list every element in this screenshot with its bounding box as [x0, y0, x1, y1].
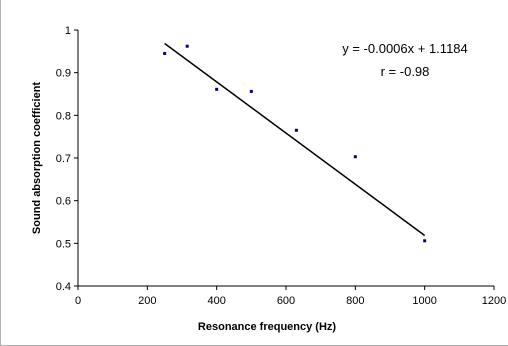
- x-tick-label: 1200: [482, 295, 506, 307]
- y-tick-label: 0.7: [56, 153, 71, 165]
- r-value-annotation: r = -0.98: [381, 64, 430, 79]
- data-point: [249, 89, 253, 93]
- data-point: [185, 44, 189, 48]
- y-tick-label: 0.5: [56, 238, 71, 250]
- data-point: [423, 239, 427, 243]
- x-tick-label: 400: [207, 295, 225, 307]
- data-point: [163, 51, 167, 55]
- x-tick-label: 0: [75, 295, 81, 307]
- y-tick-label: 0.6: [56, 196, 71, 208]
- data-point: [294, 128, 298, 132]
- x-tick-label: 800: [346, 295, 364, 307]
- x-tick-label: 200: [138, 295, 156, 307]
- y-tick-label: 0.4: [56, 281, 71, 293]
- y-tick-label: 0.9: [56, 68, 71, 80]
- x-ticks: 0 200 400 600 800 1000 1200: [75, 286, 506, 307]
- equation-annotation: y = -0.0006x + 1.1184: [342, 41, 468, 56]
- data-points: [163, 44, 427, 243]
- y-tick-label: 0.8: [56, 110, 71, 122]
- trendline: [164, 42, 426, 237]
- x-axis-title: Resonance frequency (Hz): [198, 321, 336, 333]
- x-tick-label: 1000: [412, 295, 436, 307]
- y-tick-label: 1: [65, 25, 71, 37]
- y-ticks: 0.4 0.5 0.6 0.7 0.8 0.9 1: [56, 25, 78, 293]
- x-tick-label: 600: [277, 295, 295, 307]
- y-axis-title: Sound absorption coefficient: [31, 82, 43, 235]
- data-point: [353, 155, 357, 159]
- data-point: [215, 87, 219, 91]
